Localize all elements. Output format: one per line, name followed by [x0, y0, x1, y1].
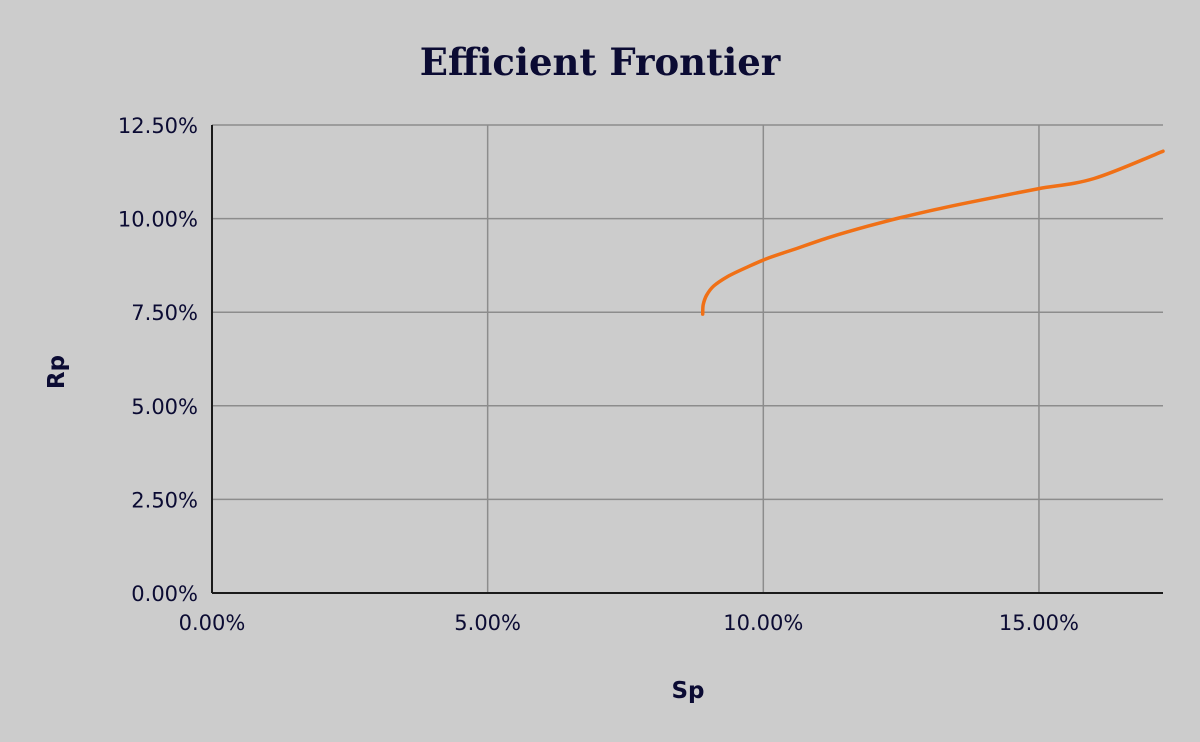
y-axis-title: Rp — [44, 355, 70, 389]
y-tick-label: 7.50% — [131, 301, 198, 325]
series-layer — [700, 149, 1165, 316]
frontier-series-line — [700, 149, 1165, 316]
x-tick-label: 0.00% — [179, 611, 246, 635]
chart-title: Efficient Frontier — [420, 40, 781, 84]
gridlines — [212, 124, 1163, 593]
axes — [211, 125, 1163, 594]
y-tick-label: 10.00% — [118, 208, 198, 232]
y-tick-label: 2.50% — [131, 488, 198, 512]
x-tick-label: 15.00% — [999, 611, 1079, 635]
tick-labels: 0.00% 2.50% 5.00% 7.50% 10.00% 12.50% 0.00% 5.0… — [118, 114, 1079, 635]
y-tick-label: 0.00% — [131, 582, 198, 606]
y-tick-label: 12.50% — [118, 114, 198, 138]
x-axis-title: Sp — [671, 678, 704, 704]
x-tick-label: 5.00% — [454, 611, 521, 635]
y-tick-label: 5.00% — [131, 395, 198, 419]
x-tick-label: 10.00% — [723, 611, 803, 635]
